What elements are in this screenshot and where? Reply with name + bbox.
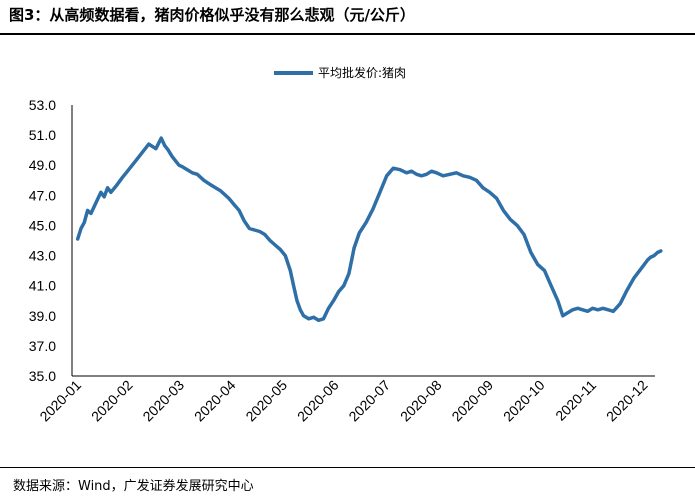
x-tick-label: 2020-10 bbox=[500, 377, 548, 425]
x-tick-label: 2020-06 bbox=[294, 377, 342, 425]
y-tick-label: 45.0 bbox=[29, 217, 56, 233]
source-note: 数据来源：Wind，广发证券发展研究中心 bbox=[13, 479, 254, 494]
legend: 平均批发价:猪肉 bbox=[274, 65, 406, 80]
y-tick-label: 53.0 bbox=[29, 97, 56, 113]
y-tick-label: 43.0 bbox=[29, 248, 56, 264]
y-tick-label: 41.0 bbox=[29, 278, 56, 294]
legend-label: 平均批发价:猪肉 bbox=[318, 65, 406, 80]
y-tick-label: 35.0 bbox=[29, 368, 56, 384]
x-tick-label: 2020-03 bbox=[139, 377, 187, 425]
x-tick-label: 2020-04 bbox=[191, 377, 239, 425]
y-tick-label: 51.0 bbox=[29, 127, 56, 143]
y-tick-label: 49.0 bbox=[29, 157, 56, 173]
y-tick-label: 47.0 bbox=[29, 187, 56, 203]
x-tick-label: 2020-09 bbox=[448, 377, 496, 425]
x-tick-label: 2020-07 bbox=[345, 377, 393, 425]
x-tick-label: 2020-12 bbox=[603, 377, 651, 425]
x-tick-label: 2020-02 bbox=[88, 377, 136, 425]
x-tick-label: 2020-08 bbox=[397, 377, 445, 425]
line-chart: 平均批发价:猪肉 35.0 37.0 39.0 41.0 43.0 45.0 47.0 49.… bbox=[29, 65, 663, 425]
y-tick-labels: 35.0 37.0 39.0 41.0 43.0 45.0 47.0 49.0 51.0 53.0 bbox=[29, 97, 56, 384]
top-rule bbox=[0, 33, 695, 35]
bottom-rule bbox=[0, 467, 695, 468]
x-tick-label: 2020-11 bbox=[552, 377, 599, 424]
series-line-pork-price bbox=[75, 136, 663, 323]
y-tick-label: 39.0 bbox=[29, 308, 56, 324]
x-tick-labels: 2020-01 2020-02 2020-03 2020-04 2020-05 2020-… bbox=[36, 377, 650, 425]
figure-title: 图3：从高频数据看，猪肉价格似乎没有那么悲观（元/公斤） bbox=[9, 6, 415, 24]
x-tick-label: 2020-05 bbox=[242, 377, 290, 425]
y-tick-label: 37.0 bbox=[29, 338, 56, 354]
